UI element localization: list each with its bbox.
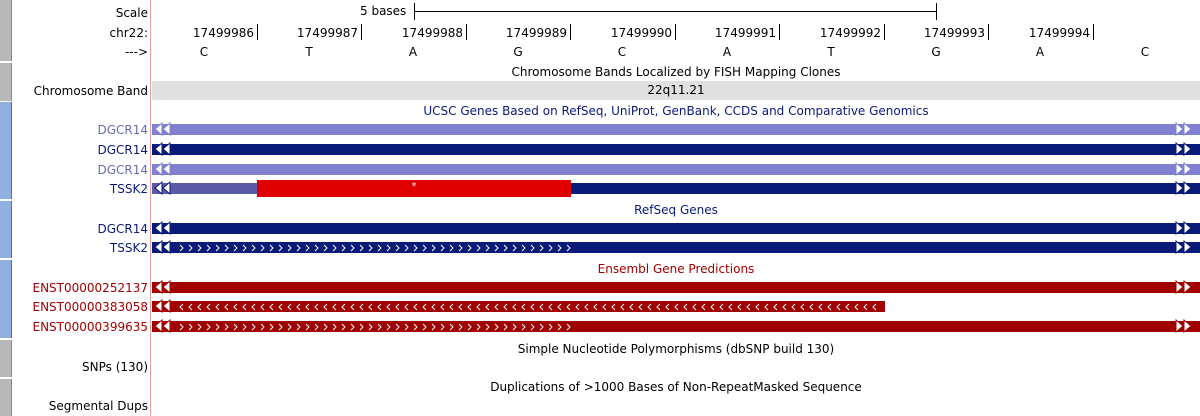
chrom-band-track-handle[interactable] [0,63,12,101]
strand-chevrons [179,303,877,311]
gene-end-arrows [154,298,171,314]
ensembl-title: Ensembl Gene Predictions [597,262,755,276]
exon-block[interactable] [152,144,1200,155]
snps-label: SNPs (130) [82,360,148,374]
gene-end-arrows [154,141,1192,157]
scale-bar-right-tick [936,3,937,20]
ensembl-track-handle[interactable] [0,260,12,338]
ruler-tick [361,24,362,40]
gene-name-label[interactable]: DGCR14 [97,222,148,236]
exon-star-marker: * [411,181,417,192]
refseq-title: RefSeq Genes [634,203,718,217]
gene-end-arrows [1175,180,1192,196]
ruler-tick [257,24,258,40]
ruler-coordinate: 17499992 [819,26,881,40]
gene-name-label[interactable]: DGCR14 [97,123,148,137]
gene-name-label[interactable]: ENST00000399635 [32,320,149,334]
ruler-coordinate: 17499987 [296,26,358,40]
base-letter: C [199,45,209,59]
exon-block[interactable] [152,301,885,312]
ruler-tick [884,24,885,40]
segdups-track-handle[interactable] [0,379,12,416]
utr-block[interactable] [152,183,257,194]
gene-end-arrows [154,180,171,196]
gene-end-arrows [154,318,1192,334]
label-divider [150,0,151,416]
strand-label: ---> [124,45,148,59]
base-letter: G [513,45,523,59]
ruler-coordinate: 17499994 [1028,26,1090,40]
ruler-coordinate: 17499991 [714,26,776,40]
gene-name-label[interactable]: ENST00000383058 [32,300,149,314]
exon-block[interactable] [152,242,1200,253]
gene-end-arrows [154,279,1192,295]
segdups-title: Duplications of >1000 Bases of Non-Repea… [490,380,862,394]
chrom-band-bar[interactable] [152,81,1200,100]
gene-name-label[interactable]: TSSK2 [109,241,148,255]
chrom-band-label: Chromosome Band [33,84,148,98]
ucsc-genes-track-handle[interactable] [0,102,12,199]
scale-bar-left-tick [414,3,415,20]
base-letter: T [305,45,313,59]
ruler-coordinate: 17499990 [610,26,672,40]
exon-block[interactable] [571,183,1200,194]
exon-block[interactable] [152,164,1200,175]
ruler-tick [466,24,467,40]
ruler-tick [1093,24,1094,40]
coding-exon-block[interactable]: * [257,180,571,197]
exon-block[interactable] [152,223,1200,234]
gene-name-label[interactable]: DGCR14 [97,143,148,157]
base-letter: A [408,45,418,59]
base-letter: A [722,45,732,59]
base-letter: C [617,45,627,59]
refseq-track-handle[interactable] [0,201,12,258]
ruler-track-handle[interactable] [0,0,12,61]
scale-bar [414,11,936,12]
gene-name-label[interactable]: TSSK2 [109,182,148,196]
chrom-band-value: 22q11.21 [647,83,705,97]
base-letter: A [1035,45,1045,59]
ruler-coordinate: 17499989 [505,26,567,40]
gene-name-label[interactable]: ENST00000252137 [32,281,149,295]
ruler-tick [988,24,989,40]
exon-block[interactable] [152,282,1200,293]
base-letter: C [1140,45,1150,59]
gene-end-arrows [154,239,1192,255]
chrom-band-title: Chromosome Bands Localized by FISH Mappi… [511,65,841,79]
base-letter: G [931,45,941,59]
gene-end-arrows [154,121,1192,137]
scale-text: 5 bases [360,4,407,18]
gene-end-arrows [154,161,1192,177]
ruler-tick [675,24,676,40]
exon-block[interactable] [152,321,1200,332]
segdups-label: Segmental Dups [48,399,148,413]
snps-title: Simple Nucleotide Polymorphisms (dbSNP b… [517,342,835,356]
gene-name-label[interactable]: DGCR14 [97,163,148,177]
ucsc-genes-title: UCSC Genes Based on RefSeq, UniProt, Gen… [423,104,929,118]
strand-chevrons [179,244,571,252]
ruler-coordinate: 17499988 [401,26,463,40]
strand-chevrons [179,323,571,331]
ruler-tick [570,24,571,40]
gene-end-arrows [154,220,1192,236]
scale-label: Scale [115,6,148,20]
ruler-coordinate: 17499986 [192,26,254,40]
base-letter: T [827,45,835,59]
snps-track-handle[interactable] [0,340,12,377]
chrom-label: chr22: [109,26,148,40]
ruler-coordinate: 17499993 [923,26,985,40]
ruler-tick [779,24,780,40]
exon-block[interactable] [152,124,1200,135]
